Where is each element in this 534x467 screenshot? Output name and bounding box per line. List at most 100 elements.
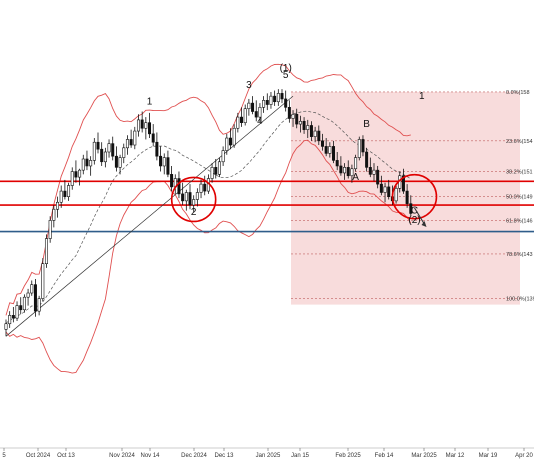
fib-level-label: 23.6%(154 [506, 139, 533, 145]
candle-body [287, 107, 291, 119]
wave-label: 1 [147, 97, 153, 108]
candle-body [148, 122, 152, 135]
candle-body [118, 157, 122, 168]
candle-body [225, 137, 229, 151]
candle-body [265, 100, 269, 105]
fib-level-label: 100.0%(139 [506, 297, 534, 303]
wave-label: B [363, 119, 370, 130]
candle-body [4, 323, 8, 330]
candle-body [379, 183, 383, 193]
candle-body [376, 169, 380, 185]
candle-body [125, 139, 129, 149]
candle-body [394, 188, 398, 202]
candle-body [140, 119, 144, 129]
candle-body [405, 190, 409, 204]
candle-body [63, 190, 67, 197]
candle-body [350, 168, 354, 177]
candle-body [232, 127, 236, 146]
candle-body [401, 175, 405, 192]
candle-body [346, 167, 350, 177]
candle-body [317, 130, 321, 142]
candle-body [214, 167, 218, 175]
candle-body [306, 125, 310, 130]
candle-body [320, 140, 324, 147]
candle-body [107, 143, 111, 153]
candle-body [273, 95, 277, 103]
upper-band [5, 63, 411, 316]
candle-body [262, 100, 266, 108]
candle-body [339, 165, 343, 174]
fib-level-label: 50.0%(149 [506, 195, 533, 201]
candle-body [357, 139, 361, 158]
x-axis-tick-label: Mar 19 [479, 453, 498, 459]
candle-body [22, 296, 26, 311]
wave-label: 2 [191, 207, 197, 218]
candle-body [258, 107, 262, 118]
x-axis-tick-label: Mar 12 [446, 453, 465, 459]
x-axis-tick-label: Dec 13 [214, 453, 234, 459]
x-axis-tick-label: Dec 2024 [181, 453, 207, 459]
candle-body [251, 102, 255, 112]
fib-level-label: 38.2%(151 [506, 170, 533, 176]
lower-band [5, 139, 412, 374]
candle-body [33, 284, 37, 312]
candle-body [372, 169, 376, 175]
candle-body [155, 141, 159, 157]
candle-body [44, 238, 48, 264]
candle-body [368, 167, 372, 175]
candle-body [129, 139, 133, 146]
candle-body [177, 178, 181, 195]
candle-body [276, 93, 280, 103]
candle-body [8, 315, 12, 325]
candle-body [361, 139, 365, 153]
candle-body [302, 120, 306, 130]
x-axis-tick-label: Jan 15 [291, 453, 310, 459]
candle-body [228, 137, 232, 146]
candle-body [67, 185, 71, 197]
x-axis-tick-label: Feb 2025 [335, 453, 361, 459]
wave-label: (2) [408, 215, 420, 226]
candle-body [269, 95, 273, 105]
candle-body [332, 146, 336, 161]
x-axis-tick-label: 5 [2, 453, 6, 459]
trend-line [5, 95, 294, 337]
fib-level-label: 61.8%(146 [506, 218, 533, 224]
candle-body [37, 298, 41, 312]
wave-label: C [411, 205, 418, 216]
candle-body [409, 203, 413, 214]
candle-body [59, 190, 63, 203]
candle-body [181, 193, 185, 202]
candle-body [247, 102, 251, 110]
candle-body [324, 146, 328, 154]
wave-label: 3 [246, 80, 252, 91]
candle-body [254, 111, 258, 118]
candle-body [74, 171, 78, 178]
candle-body [188, 192, 192, 206]
candle-body [52, 208, 56, 221]
candle-body [136, 119, 140, 132]
fib-level-label: 78.6%(143 [506, 252, 533, 258]
wave-label: (1) [280, 63, 292, 74]
candle-body [15, 305, 19, 319]
candle-body [133, 130, 137, 146]
candle-body [243, 108, 247, 123]
candle-body [30, 284, 34, 294]
candle-body [313, 130, 317, 137]
fib-level-label: 0.0%(158 [506, 90, 530, 96]
candle-body [11, 315, 15, 319]
x-axis-tick-label: Oct 2024 [26, 453, 51, 459]
projection-arrowhead [421, 221, 427, 227]
candle-body [170, 174, 174, 188]
candle-body [144, 122, 148, 129]
candle-body [280, 93, 284, 100]
candle-body [159, 155, 163, 167]
wave-label: 1 [419, 91, 425, 102]
x-axis-tick-label: Apr 20 [515, 453, 533, 459]
candle-body [19, 305, 23, 311]
candle-body [291, 114, 295, 119]
x-axis-tick-label: Mar 2025 [411, 453, 437, 459]
candle-body [89, 160, 93, 167]
candle-body [114, 155, 118, 168]
